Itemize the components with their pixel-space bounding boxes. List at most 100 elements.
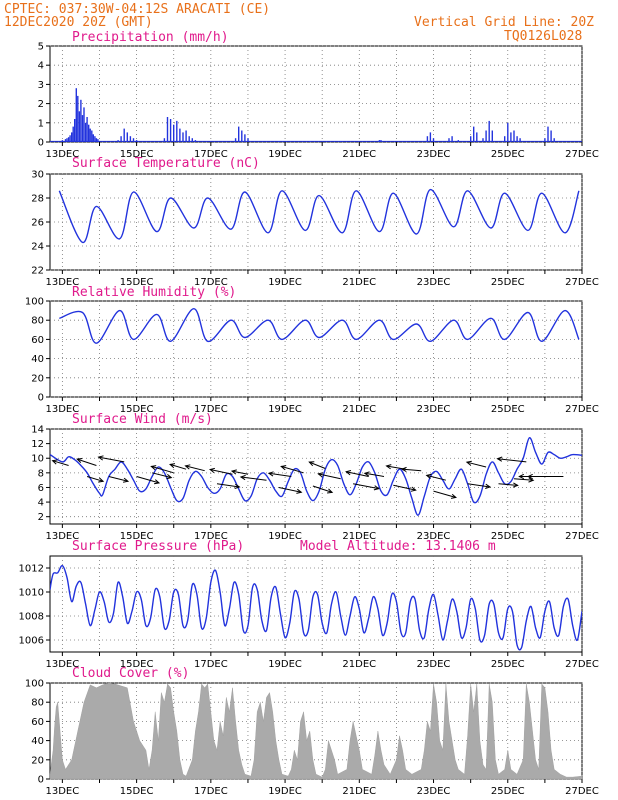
wind-xtick-label: 15DEC bbox=[120, 531, 154, 542]
precip-xtick-label: 17DEC bbox=[194, 149, 228, 160]
precip-bar bbox=[476, 132, 478, 142]
rh-xtick-label: 17DEC bbox=[194, 404, 228, 415]
pres-ytick-label: 1012 bbox=[19, 564, 44, 575]
cloud-cover-area bbox=[49, 682, 583, 780]
precip-xtick-label: 19DEC bbox=[268, 149, 302, 160]
cloud-xtick-label: 13DEC bbox=[46, 786, 80, 797]
precipitation-panel: Precipitation (mm/h) 0 1 2 3 4 5 13DEC 15DEC 17D… bbox=[38, 30, 599, 160]
wind-xtick-label: 13DEC bbox=[46, 531, 80, 542]
wind-arrow-head bbox=[169, 463, 176, 469]
temp-xtick-label: 21DEC bbox=[342, 277, 376, 288]
precip-ytick-label: 3 bbox=[38, 80, 44, 91]
precip-ytick-label: 1 bbox=[38, 118, 44, 129]
rh-series-line bbox=[59, 307, 580, 344]
precip-bar bbox=[488, 120, 490, 142]
wind-arrow-head bbox=[267, 471, 274, 477]
precip-bar bbox=[516, 136, 518, 142]
wind-frame bbox=[49, 428, 583, 525]
temp-xtick-label: 19DEC bbox=[268, 277, 302, 288]
wind-arrow-head bbox=[450, 493, 457, 499]
rh-frame bbox=[49, 300, 583, 398]
pres-xtick-label: 21DEC bbox=[342, 659, 376, 670]
wind-arrow bbox=[240, 476, 267, 481]
wind-arrow-head bbox=[363, 471, 370, 477]
wind-arrow-head bbox=[512, 482, 519, 488]
precip-frame bbox=[49, 45, 583, 143]
wind-arrow-head bbox=[239, 474, 246, 481]
wind-ytick-label: 6 bbox=[38, 483, 44, 494]
precip-bar bbox=[429, 132, 432, 142]
cloud-ytick-label: 40 bbox=[31, 736, 44, 747]
cloud-xtick-label: 19DEC bbox=[268, 786, 302, 797]
precip-xtick-label: 13DEC bbox=[46, 149, 80, 160]
wind-arrow bbox=[108, 476, 129, 482]
precip-bar bbox=[132, 138, 135, 142]
rh-xtick-label: 23DEC bbox=[417, 404, 451, 415]
precip-bar bbox=[126, 132, 128, 142]
wind-arrow bbox=[318, 473, 341, 480]
wind-ytick-label: 12 bbox=[31, 439, 44, 450]
wind-arrow-head bbox=[425, 473, 432, 479]
precip-bar bbox=[64, 139, 67, 142]
precip-bar bbox=[86, 117, 88, 142]
wind-xtick-label: 21DEC bbox=[342, 531, 376, 542]
precip-ytick-label: 0 bbox=[38, 138, 44, 149]
wind-arrow bbox=[209, 469, 233, 475]
wind-arrow-head bbox=[98, 477, 105, 483]
precip-bar bbox=[95, 138, 98, 142]
rh-xtick-label: 21DEC bbox=[342, 404, 376, 415]
cloud-ytick-label: 80 bbox=[31, 698, 44, 709]
pres-xtick-label: 27DEC bbox=[565, 659, 599, 670]
cloud-ytick-label: 100 bbox=[25, 679, 44, 690]
wind-arrow bbox=[231, 470, 249, 475]
precip-bar bbox=[182, 132, 184, 142]
precip-bar bbox=[74, 119, 76, 142]
temperature-title: Surface Temperature (nC) bbox=[72, 156, 260, 171]
precip-bar bbox=[72, 126, 74, 142]
wind-arrow bbox=[393, 484, 416, 491]
wind-arrow-head bbox=[410, 486, 417, 492]
rh-ytick-label: 20 bbox=[31, 373, 44, 384]
pres-frame bbox=[49, 555, 583, 653]
rh-xtick-label: 27DEC bbox=[565, 404, 599, 415]
temp-ytick-label: 30 bbox=[31, 170, 44, 181]
location-header: CPTEC: 037:30W-04:12S ARACATI (CE) bbox=[4, 2, 270, 17]
wind-arrow-head bbox=[496, 456, 503, 462]
cloud-ytick-label: 0 bbox=[38, 775, 44, 786]
rh-xtick-label: 13DEC bbox=[46, 404, 80, 415]
precip-bar bbox=[123, 128, 125, 142]
wind-arrow-head bbox=[76, 458, 83, 463]
rh-xtick-label: 15DEC bbox=[120, 404, 154, 415]
wind-arrow bbox=[151, 472, 172, 479]
precip-bar bbox=[188, 136, 190, 142]
temp-xtick-label: 23DEC bbox=[417, 277, 451, 288]
pres-xtick-label: 15DEC bbox=[120, 659, 154, 670]
wind-arrow-head bbox=[317, 472, 324, 478]
wind-arrow-head bbox=[518, 473, 525, 480]
wind-arrow bbox=[513, 478, 534, 481]
cloud-cover-panel: Cloud Cover (%) 0 20 40 60 80 100 13DEC 15DEC 17… bbox=[25, 666, 599, 797]
precip-bar bbox=[91, 130, 93, 142]
wind-arrow bbox=[86, 476, 104, 482]
temp-ytick-label: 28 bbox=[31, 194, 44, 205]
wind-arrow bbox=[498, 483, 518, 486]
precip-bar bbox=[553, 138, 555, 142]
precip-bar bbox=[75, 88, 77, 142]
precip-bar bbox=[550, 130, 552, 142]
wind-arrow-head bbox=[528, 477, 535, 483]
rh-xtick-label: 25DEC bbox=[491, 404, 525, 415]
wind-ytick-label: 4 bbox=[38, 498, 44, 509]
wind-arrow bbox=[353, 483, 379, 490]
precip-ytick-label: 4 bbox=[38, 61, 44, 72]
rh-ytick-label: 40 bbox=[31, 354, 44, 365]
precip-bar bbox=[179, 128, 181, 142]
wind-arrow bbox=[346, 471, 369, 477]
precip-bar bbox=[67, 137, 70, 142]
precipitation-title: Precipitation (mm/h) bbox=[72, 30, 229, 45]
precip-bar bbox=[80, 99, 82, 142]
wind-arrow bbox=[216, 483, 240, 488]
rh-xtick-label: 19DEC bbox=[268, 404, 302, 415]
precip-bar bbox=[163, 138, 166, 142]
temp-xtick-label: 27DEC bbox=[565, 277, 599, 288]
precip-bar bbox=[169, 119, 172, 142]
